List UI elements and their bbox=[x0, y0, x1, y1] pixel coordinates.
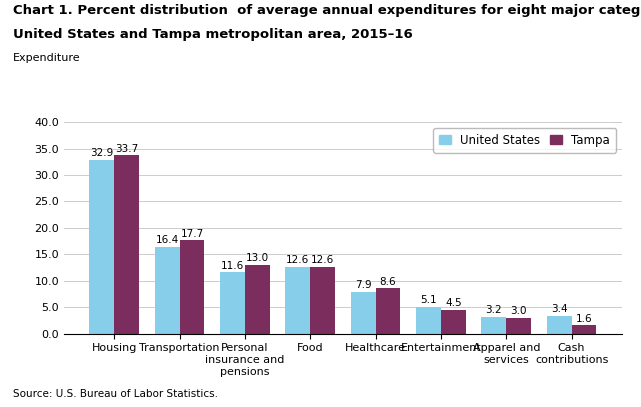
Text: 1.6: 1.6 bbox=[576, 314, 592, 324]
Bar bbox=[310, 267, 335, 334]
Bar bbox=[481, 317, 506, 334]
Text: 12.6: 12.6 bbox=[311, 256, 335, 265]
Text: Source: U.S. Bureau of Labor Statistics.: Source: U.S. Bureau of Labor Statistics. bbox=[13, 389, 218, 399]
Bar bbox=[90, 160, 114, 334]
Bar bbox=[154, 247, 179, 334]
Bar bbox=[547, 316, 572, 334]
Bar bbox=[220, 272, 245, 334]
Text: Expenditure: Expenditure bbox=[13, 53, 80, 63]
Bar bbox=[245, 265, 270, 334]
Bar bbox=[376, 288, 401, 334]
Text: 16.4: 16.4 bbox=[156, 235, 179, 245]
Bar bbox=[114, 155, 139, 334]
Text: 17.7: 17.7 bbox=[180, 228, 204, 239]
Bar bbox=[285, 267, 310, 334]
Bar bbox=[416, 307, 441, 334]
Text: 5.1: 5.1 bbox=[420, 295, 437, 305]
Text: 3.4: 3.4 bbox=[551, 304, 567, 314]
Bar bbox=[572, 325, 596, 334]
Legend: United States, Tampa: United States, Tampa bbox=[433, 128, 616, 153]
Text: 4.5: 4.5 bbox=[445, 298, 462, 309]
Text: 32.9: 32.9 bbox=[90, 148, 113, 158]
Text: 12.6: 12.6 bbox=[287, 256, 310, 265]
Text: 8.6: 8.6 bbox=[379, 277, 396, 287]
Text: 3.0: 3.0 bbox=[510, 306, 527, 316]
Text: 7.9: 7.9 bbox=[355, 280, 372, 290]
Text: 33.7: 33.7 bbox=[115, 144, 138, 154]
Bar bbox=[179, 240, 204, 334]
Text: 13.0: 13.0 bbox=[246, 254, 269, 263]
Text: United States and Tampa metropolitan area, 2015–16: United States and Tampa metropolitan are… bbox=[13, 28, 413, 42]
Bar bbox=[441, 310, 466, 334]
Text: 3.2: 3.2 bbox=[485, 305, 502, 315]
Bar bbox=[506, 318, 531, 334]
Text: 11.6: 11.6 bbox=[221, 261, 244, 271]
Bar bbox=[351, 292, 376, 334]
Text: Chart 1. Percent distribution  of average annual expenditures for eight major ca: Chart 1. Percent distribution of average… bbox=[13, 4, 641, 17]
